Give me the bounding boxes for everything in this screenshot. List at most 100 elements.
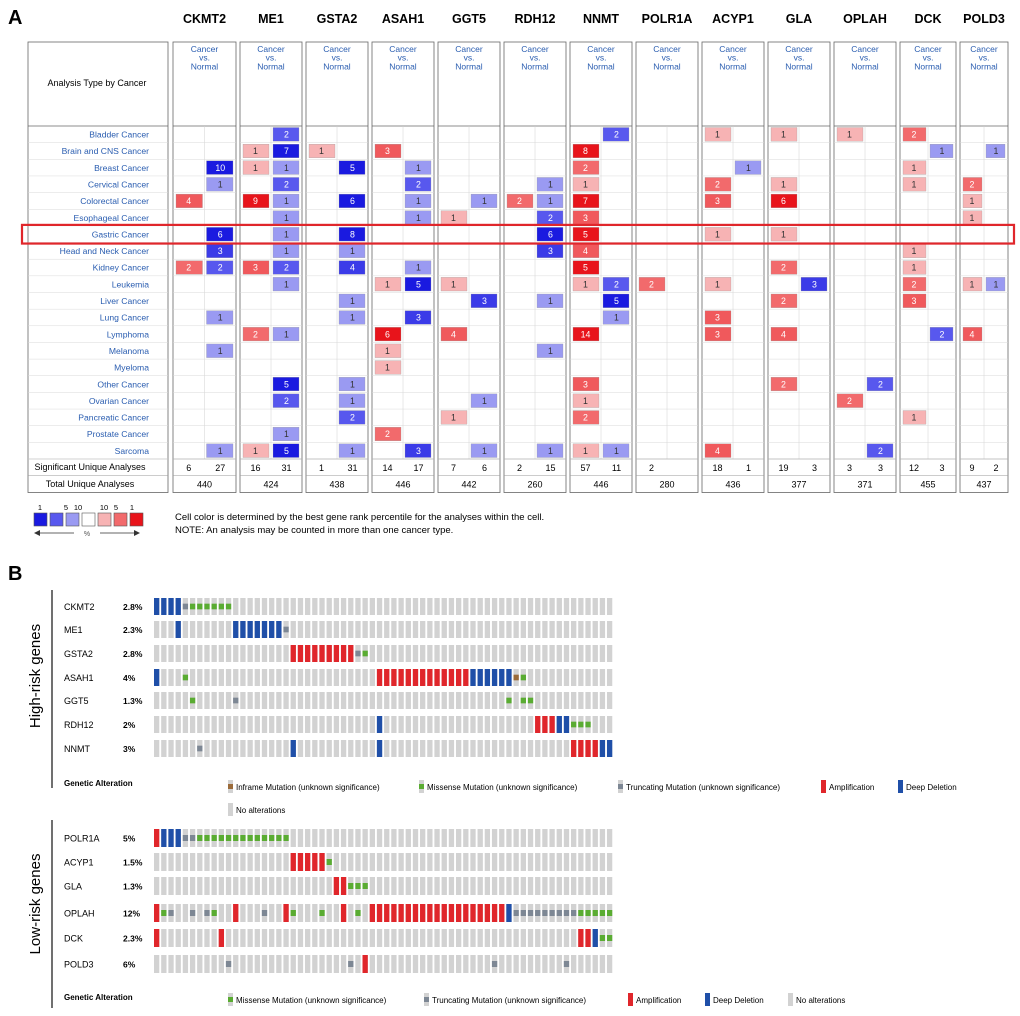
- oncoprint-gene-label: GLA: [64, 882, 82, 892]
- sample-bar: [355, 955, 361, 973]
- sample-bar: [269, 692, 275, 709]
- up-cell: [902, 160, 927, 175]
- cancer-vs-normal-label: vs.: [398, 53, 409, 63]
- sample-bar: [441, 645, 447, 662]
- up-cell-value: 3: [583, 379, 588, 389]
- truncating-mark: [283, 626, 289, 633]
- sample-bar: [398, 929, 404, 947]
- legend-swatch: [65, 512, 80, 527]
- cancer-vs-normal-label: Cancer: [719, 44, 747, 54]
- sample-bar: [513, 853, 519, 871]
- deep-deletion-bar: [254, 621, 260, 638]
- down-cell: [985, 143, 1006, 158]
- amplification-bar: [384, 669, 390, 686]
- sample-bar: [391, 621, 397, 638]
- sig-down-value: 3: [878, 463, 883, 473]
- sample-bar: [520, 853, 526, 871]
- sample-bar: [405, 692, 411, 709]
- down-cell-value: 1: [284, 246, 289, 256]
- sample-bar: [261, 853, 268, 871]
- up-cell-value: 2: [781, 379, 786, 389]
- sig-up-value: 7: [451, 463, 456, 473]
- sample-bar: [578, 692, 584, 709]
- sample-bar: [585, 829, 591, 847]
- missense-mark: [520, 697, 526, 704]
- up-cell-value: 1: [319, 146, 324, 156]
- sample-bar: [412, 853, 419, 871]
- down-cell: [800, 277, 828, 292]
- sample-bar: [276, 645, 282, 662]
- sample-bar: [398, 877, 404, 895]
- amplification-bar: [427, 669, 433, 686]
- down-cell: [338, 193, 366, 208]
- down-cell-value: 1: [416, 196, 421, 206]
- truncating-mark: [542, 910, 548, 916]
- down-cell: [338, 227, 366, 242]
- sample-bar: [448, 740, 455, 757]
- up-cell-value: 4: [186, 196, 191, 206]
- down-cell: [602, 127, 630, 142]
- sample-bar: [527, 621, 534, 638]
- sample-bar: [412, 929, 419, 947]
- oncoprint-pct-label: 3%: [123, 744, 136, 754]
- up-cell: [242, 327, 270, 342]
- cancer-label: Gastric Cancer: [92, 229, 149, 239]
- down-cell-value: 1: [548, 446, 553, 456]
- up-cell-value: 2: [517, 196, 522, 206]
- sample-bar: [441, 716, 447, 733]
- cancer-label: Brain and CNS Cancer: [62, 146, 150, 156]
- sample-bar: [592, 669, 598, 686]
- up-cell-value: 1: [912, 263, 917, 273]
- sample-bar: [168, 669, 174, 686]
- sample-bar: [599, 598, 606, 615]
- sample-bar: [319, 877, 325, 895]
- legend-swatch: [33, 512, 48, 527]
- sample-bar: [578, 877, 584, 895]
- sample-bar: [398, 955, 404, 973]
- down-cell-value: 3: [416, 313, 421, 323]
- sample-bar: [398, 645, 404, 662]
- up-cell-value: 5: [583, 229, 588, 239]
- sample-bar: [240, 877, 246, 895]
- sample-bar: [441, 929, 447, 947]
- sample-bar: [312, 598, 318, 615]
- sample-bar: [599, 955, 606, 973]
- missense-mark: [218, 835, 225, 841]
- up-cell-value: 2: [912, 130, 917, 140]
- sample-bar: [384, 645, 390, 662]
- sample-bar: [563, 853, 570, 871]
- up-cell-value: 5: [583, 263, 588, 273]
- up-cell: [902, 260, 927, 275]
- down-cell: [338, 393, 366, 408]
- sample-bar: [427, 955, 433, 973]
- sample-bar: [477, 692, 483, 709]
- sample-bar: [463, 929, 469, 947]
- up-cell-value: 8: [583, 146, 588, 156]
- sample-bar: [499, 621, 505, 638]
- sample-bar: [240, 598, 246, 615]
- sample-bar: [463, 955, 469, 973]
- up-cell-value: 2: [781, 263, 786, 273]
- up-cell: [374, 143, 402, 158]
- sample-bar: [376, 955, 383, 973]
- sample-bar: [491, 929, 498, 947]
- sample-bar: [491, 853, 498, 871]
- cancer-label: Lymphoma: [107, 329, 149, 339]
- sample-bar: [420, 955, 426, 973]
- sample-bar: [463, 829, 469, 847]
- amplification-bar: [455, 669, 462, 686]
- truncating-mark: [513, 910, 519, 916]
- down-cell: [206, 260, 234, 275]
- up-cell: [962, 277, 983, 292]
- sample-bar: [233, 853, 239, 871]
- sample-bar: [204, 716, 210, 733]
- up-cell-value: 1: [781, 179, 786, 189]
- sample-bar: [333, 669, 340, 686]
- cancer-label: Ovarian Cancer: [89, 396, 149, 406]
- sample-bar: [225, 853, 232, 871]
- sample-bar: [182, 904, 189, 922]
- deep-deletion-bar: [175, 621, 181, 638]
- down-cell: [404, 160, 432, 175]
- sample-bar: [412, 716, 419, 733]
- sample-bar: [355, 853, 361, 871]
